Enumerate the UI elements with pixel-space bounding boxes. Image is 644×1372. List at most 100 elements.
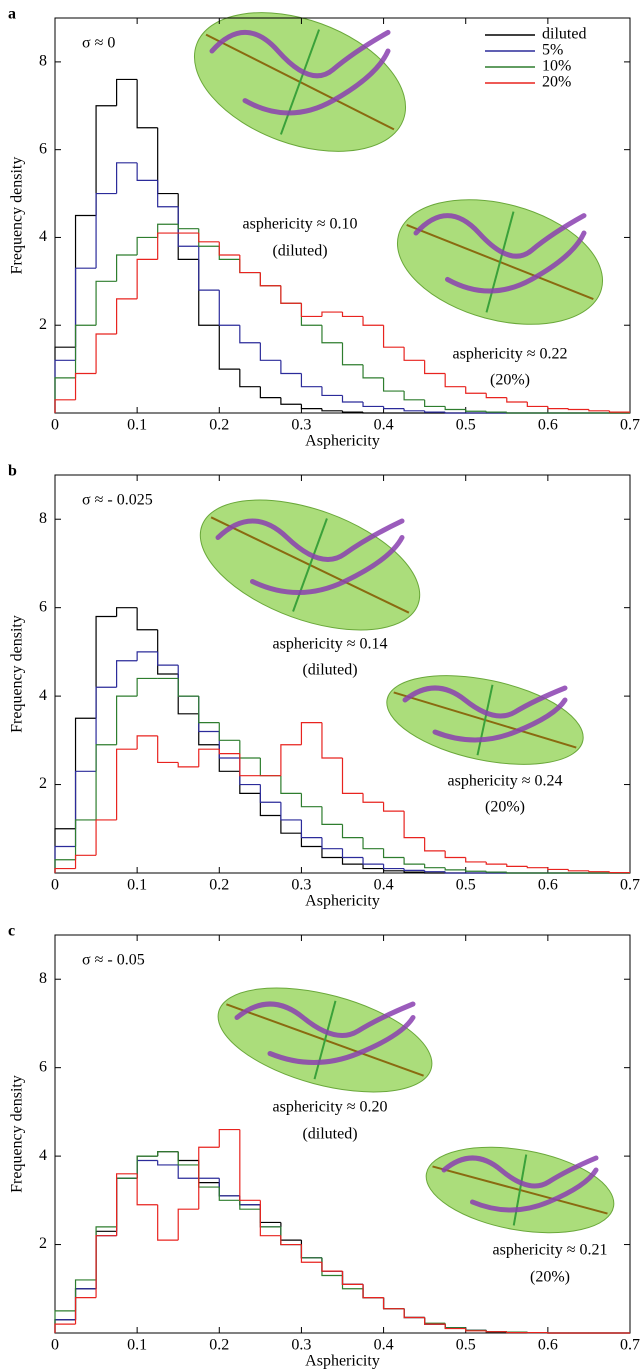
histogram-step bbox=[403, 1308, 425, 1319]
x-tick-label: 0.7 bbox=[620, 877, 640, 894]
histogram-step bbox=[300, 819, 322, 839]
histogram-step bbox=[177, 1151, 199, 1166]
x-tick-label: 0.5 bbox=[456, 877, 476, 894]
histogram-step bbox=[280, 802, 302, 821]
histogram-step bbox=[506, 872, 528, 874]
histogram-step bbox=[362, 864, 384, 870]
histogram-step bbox=[74, 1279, 97, 1311]
histogram-step bbox=[198, 1160, 220, 1184]
histogram-step bbox=[567, 408, 589, 411]
histogram-step bbox=[321, 806, 343, 825]
histogram-step bbox=[424, 399, 446, 408]
y-tick-label: 2 bbox=[39, 316, 47, 333]
histogram-step bbox=[116, 162, 138, 194]
histogram-step bbox=[198, 696, 220, 724]
histogram-step bbox=[403, 347, 425, 361]
histogram-step bbox=[157, 180, 179, 208]
histogram-step bbox=[54, 1323, 76, 1333]
histogram-step bbox=[136, 735, 158, 750]
histogram-step bbox=[300, 373, 322, 388]
histogram-step bbox=[136, 607, 158, 631]
histogram-step bbox=[403, 1308, 425, 1319]
histogram-step bbox=[280, 397, 302, 405]
x-tick-label: 0.4 bbox=[374, 1337, 394, 1354]
histogram-step bbox=[321, 1262, 343, 1272]
histogram-step bbox=[177, 674, 199, 715]
plot-frame bbox=[54, 474, 631, 874]
histogram-step bbox=[259, 1204, 281, 1228]
chain bbox=[234, 1001, 416, 1065]
histogram-step bbox=[362, 316, 384, 326]
histogram-step bbox=[362, 1284, 384, 1299]
histogram-step bbox=[218, 241, 240, 256]
histogram-step bbox=[424, 410, 446, 413]
histogram-step bbox=[465, 1327, 487, 1331]
axis-arrow bbox=[512, 1154, 528, 1226]
histogram-step bbox=[239, 325, 261, 344]
histogram-step bbox=[54, 399, 76, 413]
histogram-step bbox=[300, 793, 322, 808]
annotation: asphericity ≈ 0.20 bbox=[273, 1099, 388, 1116]
y-axis-label: Frequency density bbox=[9, 1075, 26, 1193]
histogram-step bbox=[526, 866, 548, 869]
histogram-step bbox=[116, 1177, 138, 1227]
histogram-step bbox=[403, 870, 425, 873]
histogram-step bbox=[465, 869, 487, 872]
histogram-step bbox=[424, 1317, 446, 1324]
histogram-step bbox=[136, 162, 158, 181]
annotation: (20%) bbox=[530, 1269, 570, 1286]
histogram-step bbox=[280, 1226, 302, 1246]
histogram-step bbox=[136, 677, 158, 697]
histogram-step bbox=[382, 1297, 405, 1310]
histogram-step bbox=[259, 1209, 281, 1228]
histogram-step bbox=[239, 740, 261, 759]
y-tick-label: 4 bbox=[39, 1147, 47, 1164]
histogram-step bbox=[444, 373, 466, 388]
y-tick-label: 6 bbox=[39, 140, 47, 157]
histogram-step bbox=[341, 395, 364, 403]
x-tick-label: 0.5 bbox=[456, 1337, 476, 1354]
histogram-step bbox=[362, 1284, 384, 1299]
x-tick-label: 0.4 bbox=[374, 417, 394, 434]
histogram-step bbox=[116, 1177, 138, 1232]
x-tick-label: 0.6 bbox=[538, 877, 558, 894]
histogram-step bbox=[362, 1284, 384, 1299]
annotation: asphericity ≈ 0.24 bbox=[448, 773, 563, 790]
histogram-step bbox=[218, 1178, 240, 1197]
histogram-step bbox=[382, 1297, 405, 1310]
histogram-step bbox=[177, 206, 199, 247]
x-axis-label: Asphericity bbox=[305, 433, 380, 450]
histogram-step bbox=[259, 342, 281, 361]
histogram-step bbox=[321, 846, 343, 859]
histogram-step bbox=[280, 744, 302, 776]
histogram-step bbox=[485, 1330, 507, 1333]
annotation: asphericity ≈ 0.21 bbox=[493, 1242, 608, 1259]
histogram-step bbox=[608, 871, 630, 874]
histogram-step bbox=[198, 748, 220, 767]
histogram-step bbox=[403, 811, 425, 839]
histogram-step bbox=[198, 259, 220, 326]
histogram-step bbox=[300, 1244, 322, 1263]
histogram-step bbox=[116, 78, 138, 106]
histogram-step bbox=[321, 325, 343, 344]
x-tick-label: 0.2 bbox=[209, 877, 229, 894]
histogram-step bbox=[403, 1308, 425, 1319]
histogram-step bbox=[116, 298, 138, 334]
chain bbox=[209, 29, 391, 116]
histogram-step bbox=[382, 848, 405, 859]
histogram-step bbox=[54, 346, 76, 413]
histogram-step bbox=[424, 360, 446, 375]
histogram-step bbox=[95, 333, 117, 374]
y-tick-label: 2 bbox=[39, 1235, 47, 1252]
histogram-step bbox=[259, 1204, 281, 1224]
histogram-step bbox=[465, 1328, 487, 1332]
chain bbox=[441, 1155, 599, 1213]
histogram-step bbox=[239, 1200, 261, 1210]
annotation: (diluted) bbox=[302, 1126, 357, 1143]
histogram-step bbox=[547, 867, 569, 871]
histogram-step bbox=[177, 665, 199, 697]
histogram-step bbox=[280, 815, 302, 834]
histogram-step bbox=[239, 1129, 261, 1201]
histogram-step bbox=[116, 607, 138, 617]
axis-arrow bbox=[292, 518, 328, 612]
